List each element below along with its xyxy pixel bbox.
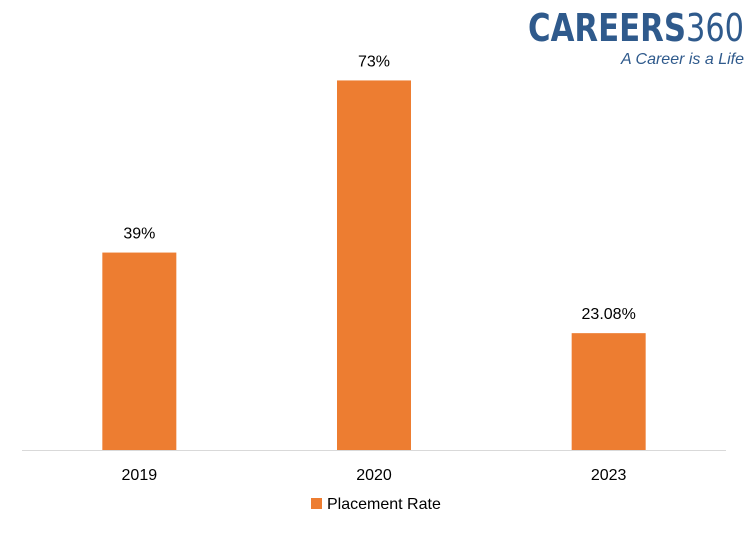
logo-tagline: A Career is a Life — [620, 51, 744, 68]
bar-2023 — [571, 333, 646, 450]
bar-2020 — [337, 80, 411, 450]
logo-brand-number: 360 — [686, 6, 744, 50]
x-tick-labels: 2019 2020 2023 — [122, 467, 627, 484]
data-label-2020: 73% — [358, 53, 390, 70]
data-labels: 39% 73% 23.08% — [123, 53, 635, 323]
bar-2019 — [102, 252, 177, 450]
x-tick-label-2019: 2019 — [122, 467, 158, 484]
legend: Placement Rate — [311, 496, 441, 513]
legend-swatch — [311, 498, 322, 509]
data-label-2019: 39% — [123, 226, 155, 243]
logo-brand-main: CAREERS — [528, 6, 686, 50]
x-tick-label-2023: 2023 — [591, 467, 627, 484]
careers360-logo: CAREERS 360 A Career is a Life — [528, 6, 744, 68]
bar-series — [102, 80, 646, 450]
data-label-2023: 23.08% — [582, 306, 636, 323]
legend-label: Placement Rate — [327, 496, 441, 513]
plot-area: 39% 73% 23.08% 2019 2020 2023 — [22, 53, 726, 484]
x-tick-label-2020: 2020 — [356, 467, 392, 484]
